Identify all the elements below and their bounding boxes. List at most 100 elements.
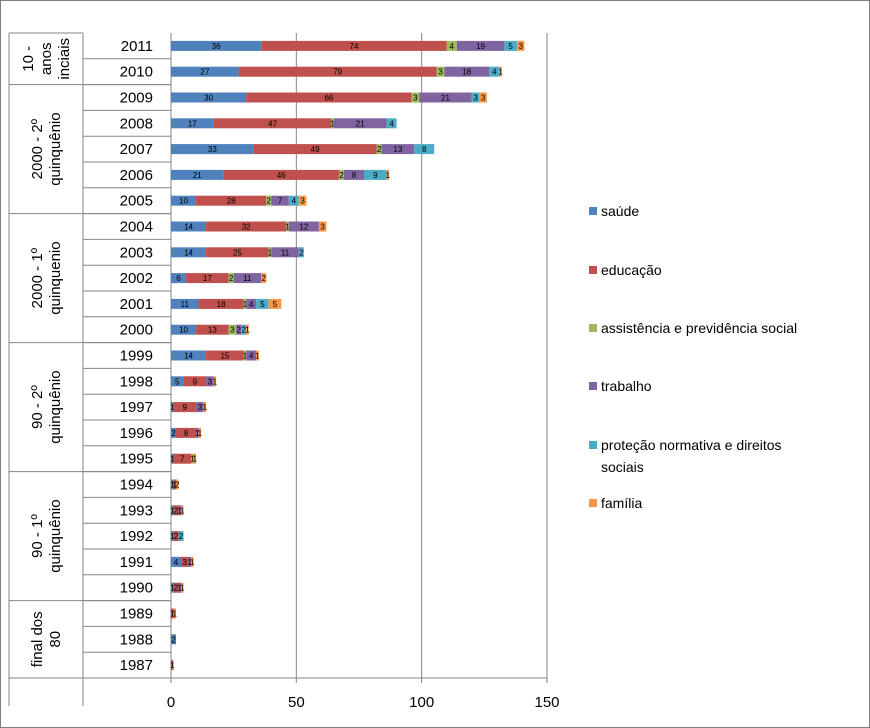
data-label-2006: 2 bbox=[339, 171, 344, 180]
bar-1997-trabalho bbox=[196, 402, 204, 413]
data-label-2010: 18 bbox=[462, 68, 471, 77]
bar-1990-trabalho bbox=[178, 582, 182, 593]
data-label-2000: 10 bbox=[179, 326, 188, 335]
data-label-2001: 11 bbox=[181, 300, 190, 309]
bar-1994-fam-lia bbox=[176, 479, 179, 490]
data-label-2008: 17 bbox=[188, 119, 197, 128]
bar-2003-assist-ncia-e-previd-ncia-social bbox=[268, 247, 272, 258]
bar-1993-fam-lia bbox=[181, 505, 184, 516]
data-label-2008: 47 bbox=[268, 119, 277, 128]
data-label-2009: 3 bbox=[413, 94, 418, 103]
bar-1992-educa-o bbox=[173, 531, 179, 542]
data-label-1990: 1 bbox=[170, 584, 175, 593]
bar-2001-assist-ncia-e-previd-ncia-social bbox=[243, 298, 247, 309]
data-label-2003: 14 bbox=[184, 248, 193, 257]
year-label-1991: 1991 bbox=[120, 554, 153, 571]
bar-2004-educa-o bbox=[206, 221, 287, 232]
bar-2009-educa-o bbox=[246, 92, 412, 103]
bar-1998-fam-lia bbox=[213, 376, 217, 387]
data-label-1998: 5 bbox=[175, 377, 180, 386]
year-label-1993: 1993 bbox=[120, 502, 153, 519]
legend-swatch-0 bbox=[589, 207, 597, 215]
year-label-2002: 2002 bbox=[120, 270, 153, 287]
data-label-2004: 14 bbox=[184, 223, 193, 232]
legend-swatch-5 bbox=[589, 499, 597, 507]
data-label-1997: 1 bbox=[203, 403, 208, 412]
bar-1996-fam-lia bbox=[198, 427, 202, 438]
data-label-2000: 1 bbox=[245, 326, 250, 335]
bar-2011-sa-de bbox=[171, 40, 262, 51]
data-label-2009: 30 bbox=[204, 94, 213, 103]
data-label-1991: 4 bbox=[174, 558, 179, 567]
bar-2011-fam-lia bbox=[516, 40, 525, 51]
bar-1999-trabalho bbox=[246, 350, 257, 361]
data-label-2005: 2 bbox=[267, 197, 272, 206]
data-label-2005: 28 bbox=[227, 197, 236, 206]
data-label-2005: 7 bbox=[278, 197, 283, 206]
group-label-line: quinquênio bbox=[47, 112, 64, 185]
year-label-2005: 2005 bbox=[120, 193, 153, 210]
bar-1994-educa-o bbox=[173, 479, 177, 490]
data-label-1998: 3 bbox=[208, 377, 213, 386]
bar-2008-prote-o-normativa-e-direitos-sociais bbox=[386, 118, 397, 129]
bar-2000-educa-o bbox=[196, 324, 229, 335]
bar-2004-sa-de bbox=[171, 221, 207, 232]
data-label-1991: 1 bbox=[190, 558, 195, 567]
legend-label-line: sociais bbox=[601, 459, 644, 475]
bar-2010-assist-ncia-e-previd-ncia-social bbox=[436, 66, 445, 77]
bar-2011-prote-o-normativa-e-direitos-sociais bbox=[504, 40, 517, 51]
year-label-2004: 2004 bbox=[120, 219, 153, 236]
bar-1993-sa-de bbox=[171, 505, 174, 516]
data-label-1999: 1 bbox=[243, 352, 248, 361]
group-label: 2000 - 1ºquinquenio bbox=[29, 241, 64, 314]
data-label-1994: 1 bbox=[173, 481, 178, 490]
legend-label-line: proteção normativa e direitos bbox=[601, 437, 782, 453]
data-label-2005: 10 bbox=[179, 197, 188, 206]
data-label-2004: 3 bbox=[320, 223, 325, 232]
data-label-1993: 1 bbox=[180, 506, 185, 515]
bar-1991-educa-o bbox=[181, 556, 189, 567]
x-tick-label-50: 50 bbox=[288, 694, 305, 711]
bar-2005-assist-ncia-e-previd-ncia-social bbox=[266, 195, 272, 206]
year-label-1990: 1990 bbox=[120, 580, 153, 597]
group-label: 90 - 1ºquinquênio bbox=[29, 499, 64, 572]
bar-2005-educa-o bbox=[196, 195, 267, 206]
data-label-2010: 1 bbox=[498, 68, 503, 77]
x-tick-label-0: 0 bbox=[167, 694, 175, 711]
bar-1999-educa-o bbox=[206, 350, 244, 361]
data-label-1998: 1 bbox=[213, 377, 218, 386]
bar-1998-trabalho bbox=[206, 376, 214, 387]
data-label-1992: 2 bbox=[179, 532, 184, 541]
bar-2000-trabalho bbox=[236, 324, 242, 335]
bar-2003-trabalho bbox=[271, 247, 299, 258]
bar-2000-assist-ncia-e-previd-ncia-social bbox=[228, 324, 237, 335]
bar-2001-prote-o-normativa-e-direitos-sociais bbox=[256, 298, 269, 309]
year-label-2011: 2011 bbox=[121, 38, 153, 55]
data-label-2001: 5 bbox=[273, 300, 278, 309]
year-label-1987: 1987 bbox=[120, 657, 153, 674]
data-label-2000: 2 bbox=[236, 326, 241, 335]
data-label-1993: 1 bbox=[170, 506, 175, 515]
bar-1994-sa-de bbox=[171, 479, 174, 490]
bar-2007-sa-de bbox=[171, 144, 254, 155]
bar-2001-sa-de bbox=[171, 298, 199, 309]
bar-2008-trabalho bbox=[333, 118, 387, 129]
data-label-1989: 1 bbox=[173, 610, 178, 619]
data-label-1989: 1 bbox=[170, 610, 175, 619]
bar-2000-prote-o-normativa-e-direitos-sociais bbox=[241, 324, 247, 335]
data-label-2007: 13 bbox=[393, 145, 402, 154]
data-label-1990: 1 bbox=[180, 584, 185, 593]
data-label-2006: 8 bbox=[352, 171, 357, 180]
data-label-2002: 6 bbox=[176, 274, 181, 283]
data-label-2007: 2 bbox=[377, 145, 382, 154]
data-label-2002: 2 bbox=[262, 274, 267, 283]
bar-1988-sa-de bbox=[171, 634, 177, 645]
year-label-2003: 2003 bbox=[120, 244, 153, 261]
data-label-1999: 1 bbox=[255, 352, 260, 361]
data-label-2005: 3 bbox=[300, 197, 305, 206]
bar-2002-fam-lia bbox=[261, 273, 267, 284]
data-label-2003: 11 bbox=[281, 248, 290, 257]
legend-swatch-1 bbox=[589, 266, 597, 274]
data-label-1997: 9 bbox=[183, 403, 188, 412]
